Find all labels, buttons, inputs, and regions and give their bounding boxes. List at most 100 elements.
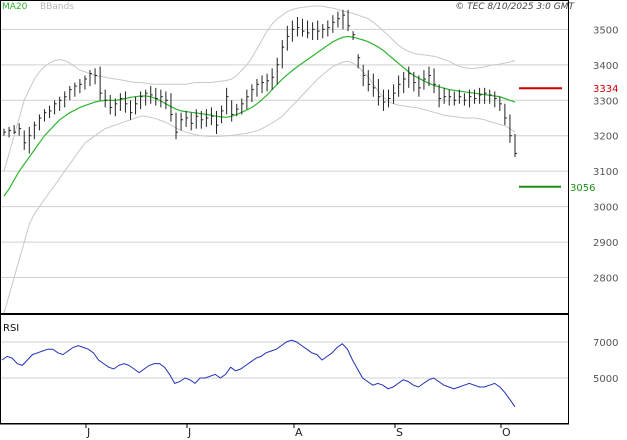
legend-ma20: MA20 [2,2,28,12]
ohlc-bar [135,96,138,115]
bollinger-bands [3,5,516,314]
ohlc-bar [372,73,376,97]
rsi-panel-frame [0,314,569,424]
rsi-tick-label: 5000 [593,374,618,385]
ohlc-bar [382,89,386,111]
price-panel-frame [0,0,569,314]
ohlc-bar [89,70,93,87]
ohlc-bar [170,93,173,122]
ohlc-bar [423,70,426,90]
ohlc-bar [59,96,62,111]
ohlc-bar [109,94,113,115]
ohlc-bar [342,9,345,30]
ohlc-bar [474,89,477,104]
ohlc-bar [215,110,219,134]
ohlc-bar [453,91,457,106]
ohlc-bar [43,109,47,122]
ohlc-bar [458,89,462,104]
ohlc-bar [180,112,184,131]
ohlc-bar [388,89,391,108]
ohlc-bar [509,114,512,143]
ohlc-bar [352,31,356,40]
ohlc-bar [236,103,239,117]
ohlc-bar [49,105,52,118]
grid-layer [1,28,568,379]
price-tick-label: 2800 [593,274,618,285]
ohlc-bar [190,112,194,131]
ohlc-bar [438,84,442,108]
ohlc-bar [337,11,340,28]
ohlc-bar [145,89,148,106]
ohlc-bar [74,82,77,97]
level-label-resistance: 3334 [593,84,618,95]
ohlc-bar [195,109,199,129]
ohlc-bar [266,73,270,92]
price-tick-label: 3300 [593,96,618,107]
ohlc-bar [99,66,103,101]
ohlc-bar [114,98,118,117]
ohlc-bar [28,126,32,154]
ohlc-bar [443,87,447,104]
ohlc-bar [312,22,315,40]
rsi-axis-ticks: 7000 5000 [593,338,618,385]
month-label: O [502,426,511,439]
price-axis-ticks: 3500 3400 3300 3200 3100 3000 2900 2800 [593,25,618,284]
ohlc-bar [291,20,295,42]
ohlc-bar [433,68,437,94]
ohlc-bar [393,84,396,104]
bband-lower [3,60,516,314]
ohlc-bars [3,9,517,157]
ohlc-bar [205,109,209,127]
ohlc-bar [79,79,82,94]
ohlc-bar [463,93,467,106]
price-tick-label: 3100 [593,167,618,178]
price-tick-label: 3000 [593,203,618,214]
ohlc-bar [54,100,57,115]
ohlc-bar [347,9,351,32]
ma20-line [3,35,516,197]
ohlc-bar [69,86,72,101]
ohlc-bar [377,79,381,106]
ohlc-bar [286,25,290,51]
ohlc-bar [271,68,275,90]
ohlc-bar [357,54,361,69]
ohlc-bar [8,126,12,138]
ohlc-bar [160,89,163,108]
ohlc-bar [276,57,280,85]
ohlc-bar [221,105,224,124]
ohlc-bar [150,86,153,104]
price-levels: 3334 3056 [519,84,618,194]
ohlc-bar [94,68,98,85]
month-label: A [295,426,303,439]
copyright-text: © TEC 8/10/2025 3:0 GMT [455,2,575,12]
ohlc-bar [302,18,305,37]
ohlc-bar [246,89,249,110]
ohlc-bar [23,130,27,150]
rsi-line [1,339,516,408]
legend: MA20 BBands [2,2,74,12]
price-tick-label: 3500 [593,25,618,36]
ohlc-bar [200,110,204,129]
ohlc-bar [484,87,487,104]
price-tick-label: 2900 [593,238,618,249]
rsi-tick-label: 7000 [593,338,618,349]
ohlc-bar [231,100,234,122]
legend-bbands: BBands [40,2,74,12]
ohlc-bar [140,91,143,110]
ohlc-bar [499,96,502,111]
ohlc-bar [332,15,335,33]
level-label-support: 3056 [570,183,595,194]
ohlc-bar [124,91,128,113]
ohlc-bar [38,114,42,131]
ohlc-bar [251,84,254,103]
ohlc-bar [256,79,259,97]
ohlc-bar [3,128,6,136]
ohlc-bar [119,93,123,111]
ohlc-bar [129,100,133,120]
ohlc-bar [226,87,229,115]
month-label: J [86,426,90,439]
ohlc-bar [468,89,472,108]
